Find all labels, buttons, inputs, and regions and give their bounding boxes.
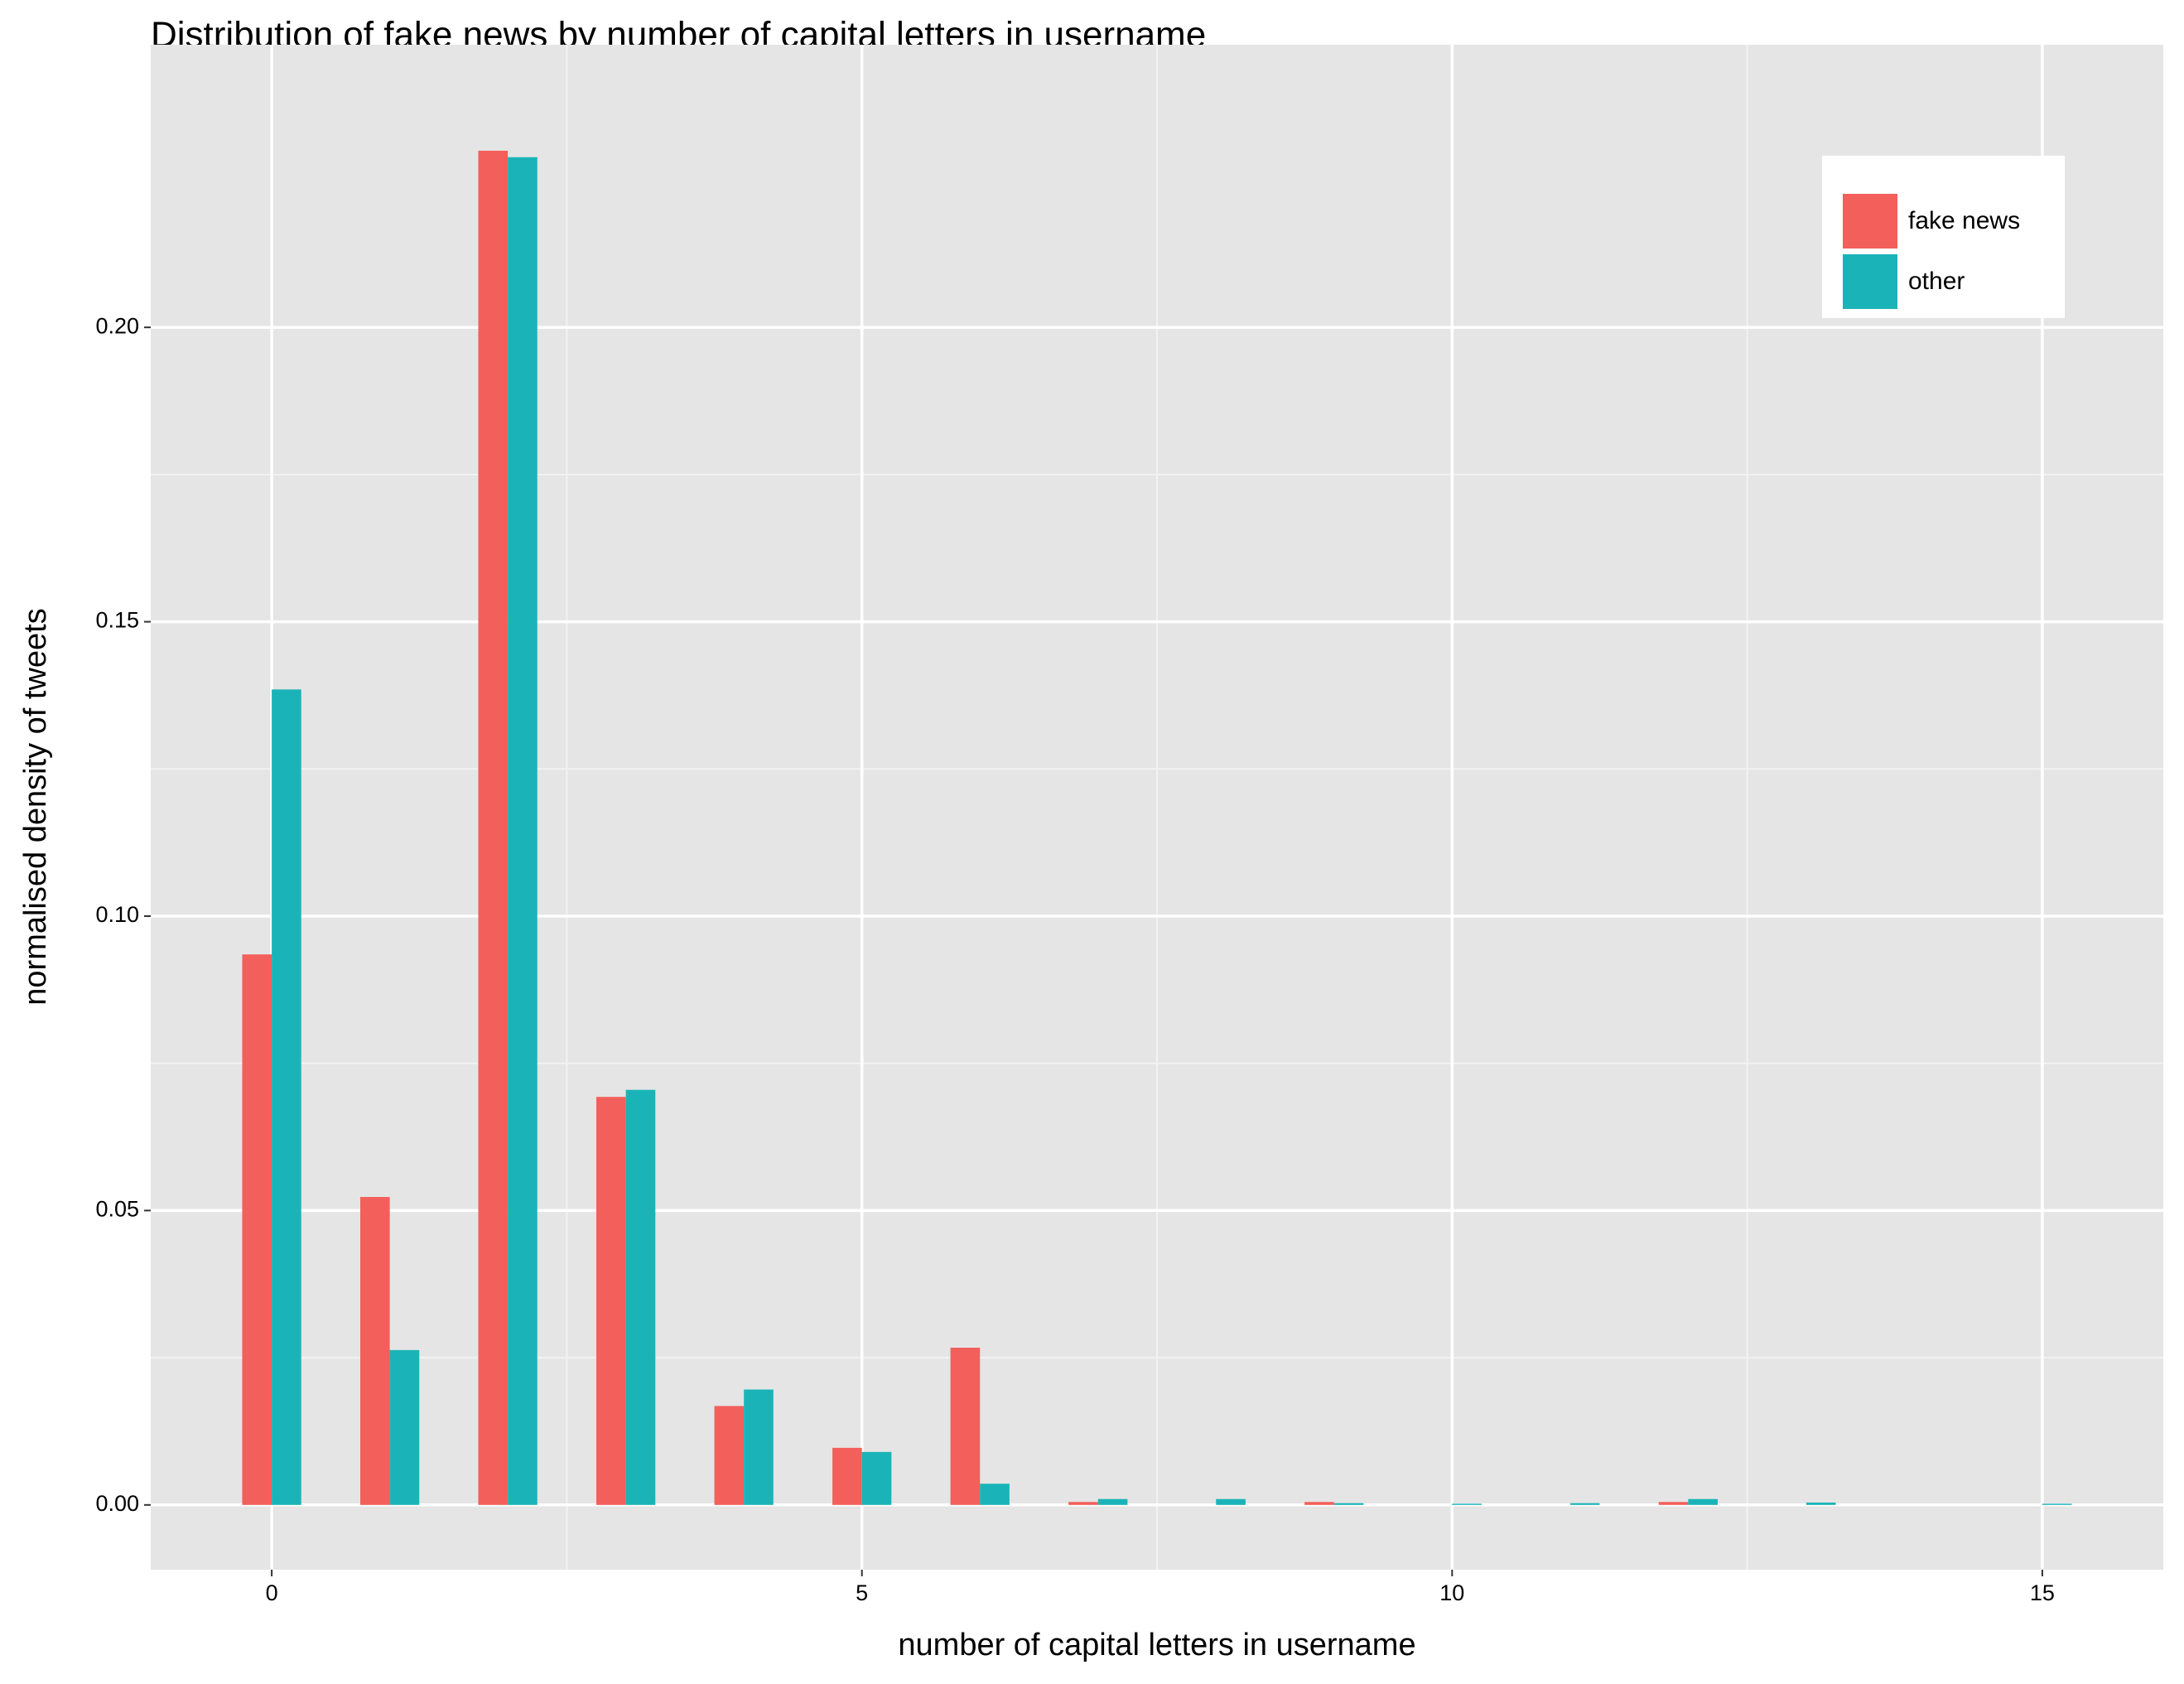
bar	[1658, 1502, 1689, 1505]
x-tick-label: 5	[856, 1580, 868, 1605]
y-tick-label: 0.00	[95, 1491, 139, 1516]
bar	[1569, 1503, 1600, 1505]
legend-key	[1843, 254, 1897, 309]
bar	[980, 1484, 1010, 1505]
bar	[1806, 1502, 1836, 1505]
bar	[832, 1447, 862, 1505]
bar	[508, 157, 538, 1505]
bar	[744, 1389, 774, 1505]
legend-key	[1843, 194, 1897, 248]
x-tick-label: 0	[266, 1580, 278, 1605]
bar	[1068, 1502, 1098, 1505]
bar	[1452, 1503, 1482, 1505]
bar	[596, 1097, 626, 1505]
bar	[1216, 1498, 1246, 1505]
bar	[242, 954, 272, 1505]
bar	[359, 1197, 390, 1505]
bar	[861, 1451, 892, 1505]
bar	[2042, 1503, 2072, 1505]
bar	[478, 150, 509, 1505]
x-tick-label: 15	[2030, 1580, 2055, 1605]
bar	[389, 1349, 420, 1505]
y-tick-label: 0.05	[95, 1197, 139, 1222]
bar	[1333, 1503, 1364, 1505]
bar	[950, 1348, 981, 1505]
y-tick-label: 0.20	[95, 313, 139, 338]
y-tick-label: 0.15	[95, 608, 139, 633]
y-tick-label: 0.10	[95, 902, 139, 927]
x-tick-label: 10	[1439, 1580, 1464, 1605]
bar	[272, 689, 301, 1505]
legend-label: other	[1908, 268, 1965, 295]
bar	[1304, 1502, 1334, 1505]
bar	[1688, 1498, 1718, 1505]
bar	[1097, 1498, 1128, 1505]
bar	[714, 1406, 745, 1505]
x-axis-title: number of capital letters in username	[898, 1628, 1415, 1662]
legend-label: fake news	[1908, 207, 2020, 234]
y-axis-title: normalised density of tweets	[18, 608, 53, 1005]
bar	[625, 1089, 656, 1505]
